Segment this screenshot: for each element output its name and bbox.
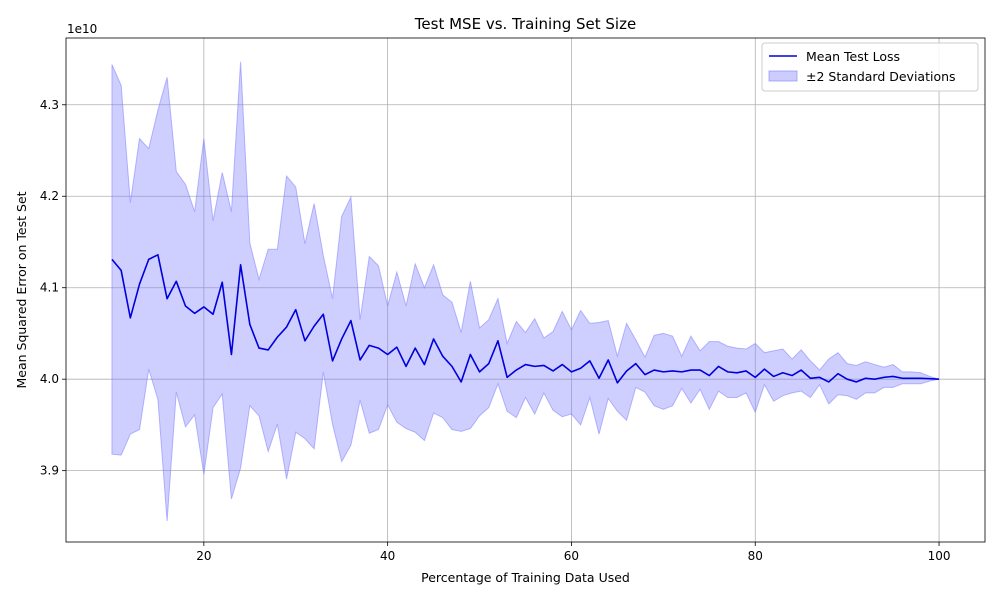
chart-title: Test MSE vs. Training Set Size [414, 15, 636, 33]
x-tick-label: 100 [928, 549, 951, 563]
mean-test-loss-line [111, 253, 940, 384]
std-band [111, 61, 940, 521]
legend-band-swatch [768, 70, 798, 82]
y-offset-label: 1e10 [67, 22, 97, 36]
legend-label-mean: Mean Test Loss [806, 49, 900, 64]
x-tick-label: 40 [380, 549, 395, 563]
legend: Mean Test Loss ±2 Standard Deviations [761, 42, 979, 92]
y-tick-label: 3.9 [40, 464, 59, 478]
x-tick-label: 20 [196, 549, 211, 563]
y-tick-label: 4.2 [40, 189, 59, 203]
band-layer [111, 61, 940, 521]
y-tick-label: 4.0 [40, 372, 59, 386]
line-layer [111, 253, 940, 384]
legend-box [761, 42, 979, 92]
y-tick-label: 4.3 [40, 98, 59, 112]
x-axis: 20 40 60 80 100 [196, 542, 951, 563]
y-tick-label: 4.1 [40, 281, 59, 295]
y-axis-label: Mean Squared Error on Test Set [14, 191, 29, 388]
x-tick-label: 60 [564, 549, 579, 563]
x-axis-label: Percentage of Training Data Used [421, 570, 630, 585]
plot-frame [65, 37, 986, 543]
legend-label-std: ±2 Standard Deviations [806, 69, 956, 84]
x-tick-label: 80 [748, 549, 763, 563]
y-axis: 3.9 4.0 4.1 4.2 4.3 [40, 98, 66, 478]
